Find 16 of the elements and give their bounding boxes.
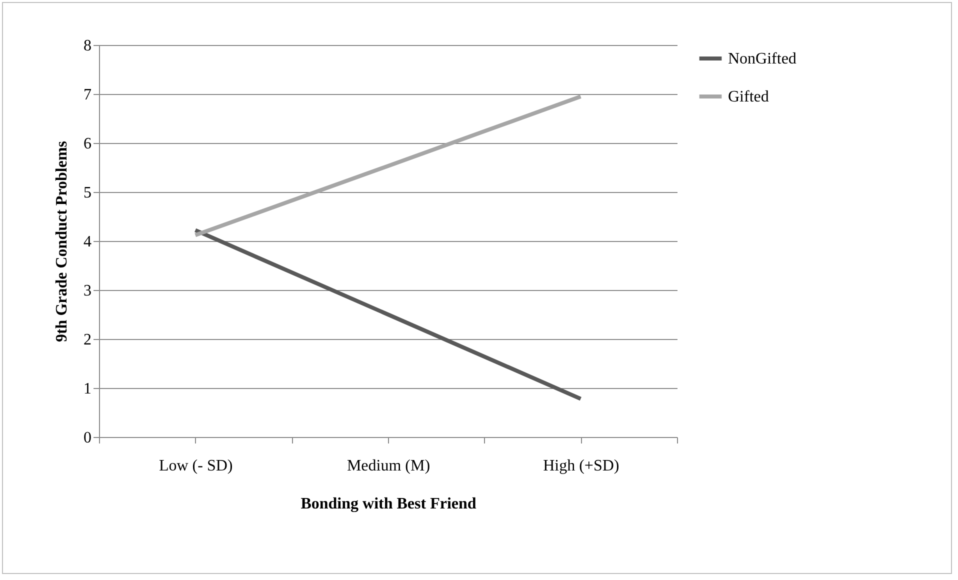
y-tick-label: 8 [84, 38, 92, 54]
x-tick-label: Low (- SD) [158, 458, 233, 474]
x-tick-label: High (+SD) [543, 458, 620, 474]
y-tick-label: 2 [84, 332, 92, 348]
legend-label: NonGifted [728, 50, 796, 68]
y-tick-label: 3 [84, 282, 92, 300]
x-tick-label: Medium (M) [346, 458, 430, 474]
y-tick-label: 1 [84, 380, 92, 398]
y-tick-label: 0 [84, 430, 92, 446]
x-axis-title: Bonding with Best Friend [300, 496, 476, 512]
y-tick-label: 4 [84, 234, 92, 250]
legend-label: Gifted [728, 88, 769, 106]
y-tick-label: 6 [84, 136, 92, 152]
y-tick-label: 5 [84, 184, 92, 202]
y-tick-label: 7 [84, 86, 92, 104]
y-axis-title: 9th Grade Conduct Problems [54, 140, 70, 342]
